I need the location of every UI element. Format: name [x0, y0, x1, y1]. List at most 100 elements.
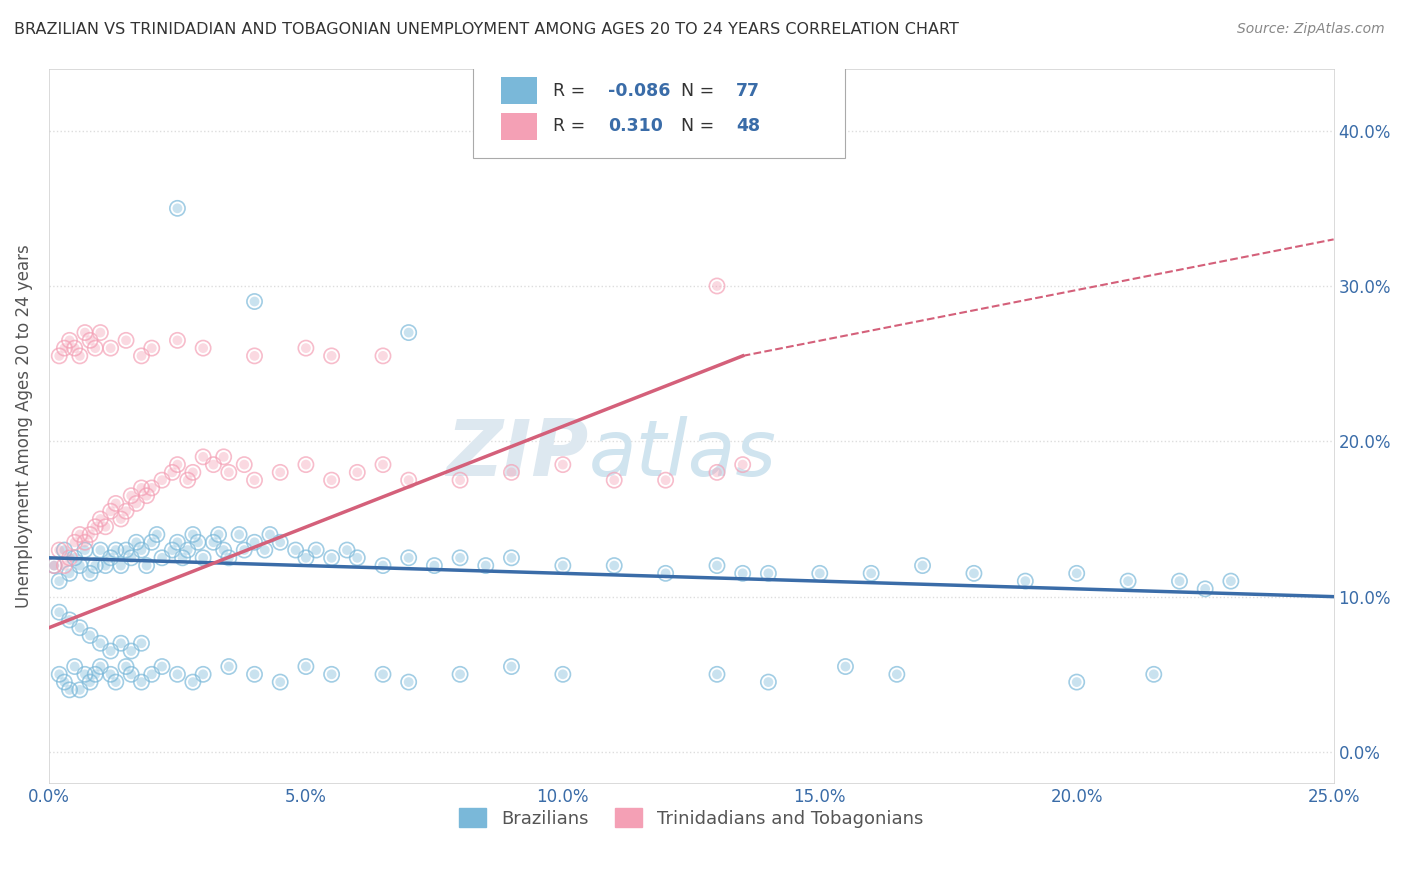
Text: R =: R =: [553, 118, 591, 136]
Point: [125, 535, 148, 549]
Point: [181, 675, 204, 690]
Point: [141, 481, 163, 495]
Point: [371, 458, 394, 472]
Point: [321, 473, 343, 487]
Point: [321, 349, 343, 363]
Point: [269, 675, 291, 690]
Text: atlas: atlas: [589, 417, 776, 492]
Point: [177, 543, 200, 558]
Point: [218, 659, 240, 673]
Point: [166, 334, 188, 348]
Point: [104, 496, 127, 510]
Point: [295, 659, 318, 673]
Point: [181, 527, 204, 541]
Point: [398, 550, 420, 565]
Point: [58, 613, 80, 627]
Point: [243, 473, 266, 487]
Point: [501, 466, 523, 480]
Point: [284, 543, 307, 558]
Point: [53, 543, 76, 558]
Point: [243, 294, 266, 309]
Point: [141, 535, 163, 549]
Point: [89, 543, 111, 558]
Point: [207, 527, 229, 541]
Point: [295, 550, 318, 565]
Point: [321, 667, 343, 681]
Point: [84, 558, 107, 573]
Point: [104, 496, 127, 510]
Point: [603, 473, 626, 487]
Point: [963, 566, 986, 581]
Point: [89, 512, 111, 526]
Point: [212, 450, 235, 464]
Point: [218, 659, 240, 673]
Point: [42, 558, 65, 573]
Point: [53, 341, 76, 355]
Point: [551, 458, 574, 472]
Point: [42, 558, 65, 573]
Point: [69, 349, 91, 363]
Point: [120, 644, 142, 658]
Point: [731, 458, 754, 472]
Point: [150, 550, 173, 565]
Point: [191, 550, 214, 565]
Point: [228, 527, 250, 541]
Point: [233, 543, 256, 558]
Point: [166, 458, 188, 472]
Point: [150, 473, 173, 487]
Point: [58, 566, 80, 581]
Point: [141, 341, 163, 355]
Text: N =: N =: [681, 82, 720, 100]
Text: 0.310: 0.310: [607, 118, 662, 136]
Point: [706, 279, 728, 293]
Point: [551, 558, 574, 573]
Point: [181, 466, 204, 480]
Point: [202, 458, 225, 472]
Point: [398, 473, 420, 487]
Point: [100, 550, 122, 565]
Point: [449, 473, 471, 487]
Point: [120, 489, 142, 503]
Text: ZIP: ZIP: [446, 417, 589, 492]
Point: [48, 605, 70, 619]
Point: [63, 341, 86, 355]
Point: [63, 550, 86, 565]
Point: [860, 566, 883, 581]
Point: [706, 558, 728, 573]
Point: [346, 550, 368, 565]
Point: [42, 558, 65, 573]
Point: [243, 349, 266, 363]
Point: [141, 667, 163, 681]
Point: [731, 566, 754, 581]
Point: [1116, 574, 1139, 588]
Point: [69, 682, 91, 697]
Point: [150, 550, 173, 565]
Point: [321, 473, 343, 487]
Point: [295, 458, 318, 472]
Point: [603, 558, 626, 573]
Point: [73, 667, 96, 681]
Point: [191, 667, 214, 681]
Point: [131, 636, 153, 650]
Point: [135, 489, 157, 503]
Point: [131, 543, 153, 558]
Point: [501, 659, 523, 673]
Point: [115, 543, 138, 558]
Point: [963, 566, 986, 581]
Point: [69, 621, 91, 635]
Point: [100, 504, 122, 518]
Point: [191, 341, 214, 355]
Legend: Brazilians, Trinidadians and Tobagonians: Brazilians, Trinidadians and Tobagonians: [453, 801, 931, 835]
Point: [115, 504, 138, 518]
Point: [110, 636, 132, 650]
Point: [501, 466, 523, 480]
Point: [187, 535, 209, 549]
Point: [886, 667, 908, 681]
Point: [125, 535, 148, 549]
Point: [100, 504, 122, 518]
Point: [187, 535, 209, 549]
Point: [346, 550, 368, 565]
Point: [284, 543, 307, 558]
Point: [141, 341, 163, 355]
Point: [115, 659, 138, 673]
